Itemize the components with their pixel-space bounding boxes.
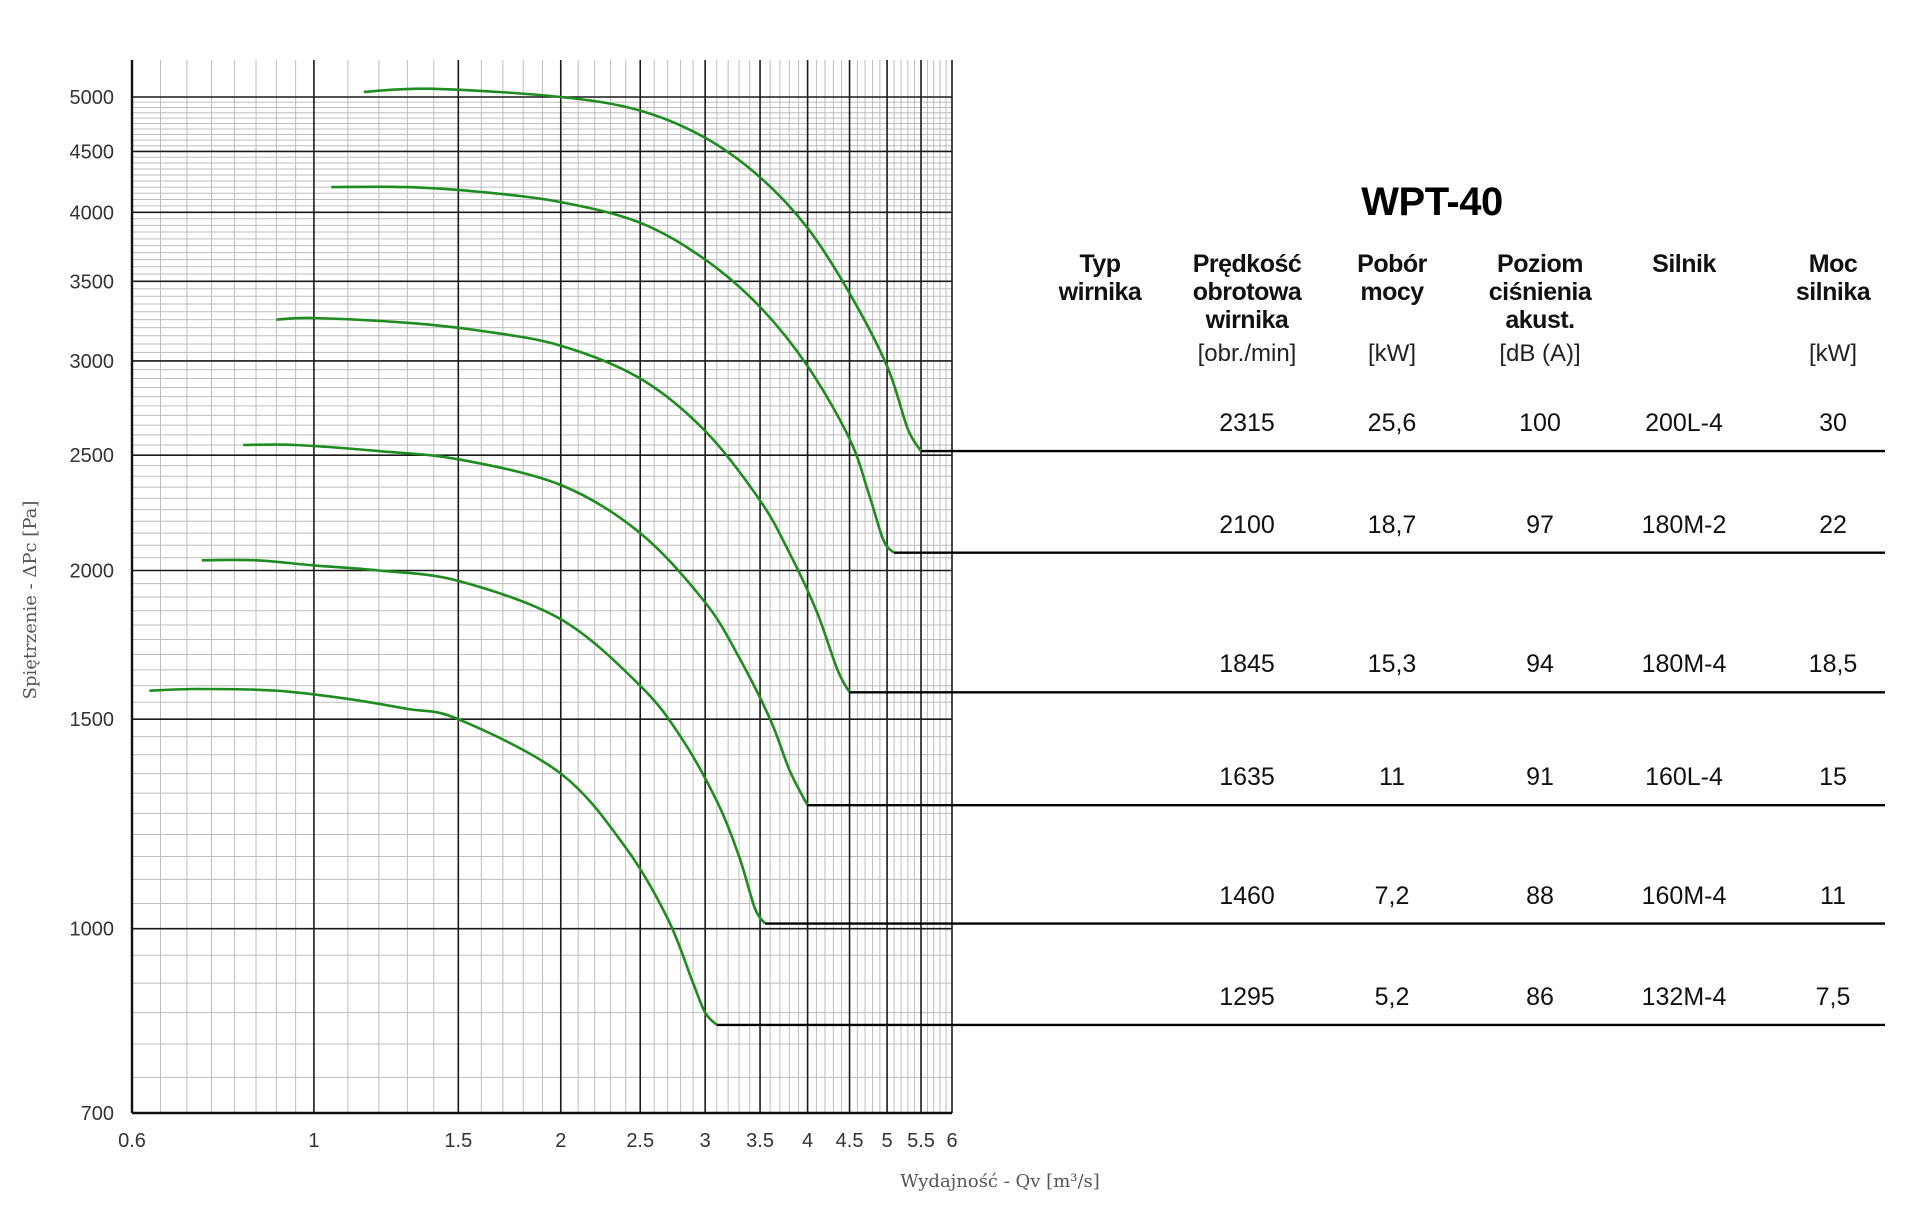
y-tick-label: 4000 <box>70 202 115 224</box>
table-cell: 200L-4 <box>1645 409 1723 438</box>
fan-curve <box>149 687 718 1026</box>
x-axis-label: Wydajność - Qv [m³/s] <box>900 1171 1100 1192</box>
table-cell: 15,3 <box>1367 650 1417 679</box>
x-tick-label: 5.5 <box>907 1130 935 1152</box>
y-tick-label: 1000 <box>70 919 115 941</box>
table-header: Pobór mocy <box>1357 250 1427 306</box>
table-cell: 94 <box>1526 650 1554 679</box>
x-tick-label: 1.5 <box>444 1130 472 1152</box>
table-cell: 18,7 <box>1367 510 1417 539</box>
table-header: Silnik <box>1652 250 1716 278</box>
y-tick-label: 4500 <box>70 141 115 163</box>
table-cell: 160L-4 <box>1645 763 1723 792</box>
x-tick-label: 0.6 <box>118 1130 146 1152</box>
table-cell: 1295 <box>1219 982 1275 1011</box>
row-connectors <box>716 449 1885 1027</box>
table-cell: 15 <box>1819 763 1847 792</box>
y-tick-label: 5000 <box>70 87 115 109</box>
table-cell: 1635 <box>1219 763 1275 792</box>
fan-curve <box>201 558 767 925</box>
table-cell: 132M-4 <box>1641 982 1727 1011</box>
fan-curve <box>363 87 923 452</box>
table-cell: 5,2 <box>1374 982 1410 1011</box>
y-tick-label: 700 <box>81 1103 114 1125</box>
table-cell: 25,6 <box>1367 409 1417 438</box>
table-cell: 1460 <box>1219 881 1275 910</box>
table-cell: 7,2 <box>1374 881 1410 910</box>
table-cell: 7,5 <box>1815 982 1851 1011</box>
tick-labels: 0.6 1 1.5 2 2.5 3 3.5 4 4.5 5 5.5 6 700 1000 1500 2000 2… <box>70 87 958 1152</box>
table-unit: [kW] <box>1809 340 1857 367</box>
table-cell: 88 <box>1526 881 1554 910</box>
axes <box>130 60 952 1115</box>
table-cell: 11 <box>1820 881 1846 910</box>
x-tick-label: 1 <box>308 1130 319 1152</box>
y-tick-label: 3000 <box>70 351 115 373</box>
table-cell: 2100 <box>1219 510 1275 539</box>
table-cell: 180M-2 <box>1641 510 1727 539</box>
x-tick-label: 5 <box>882 1130 893 1152</box>
table-cell: 180M-4 <box>1641 650 1727 679</box>
x-tick-label: 3.5 <box>746 1130 774 1152</box>
table-cell: 91 <box>1526 763 1554 792</box>
table-unit: [dB (A)] <box>1499 340 1581 367</box>
table-cell: 11 <box>1379 763 1405 792</box>
y-tick-label: 2000 <box>70 560 115 582</box>
table-header: Prędkość obrotowa wirnika <box>1192 250 1302 334</box>
y-tick-label: 3500 <box>70 271 115 293</box>
table-cell: 2315 <box>1219 409 1275 438</box>
x-tick-label: 4 <box>802 1130 813 1152</box>
table-unit: [obr./min] <box>1197 340 1297 367</box>
grid <box>131 60 953 1114</box>
x-tick-label: 3 <box>700 1130 711 1152</box>
table-cell: 30 <box>1819 409 1847 438</box>
y-axis-label: Spiętrzenie - ΔPc [Pa] <box>20 501 41 700</box>
x-tick-label: 2 <box>555 1130 566 1152</box>
table-cell: 160M-4 <box>1641 881 1727 910</box>
fan-curve <box>331 185 896 554</box>
table-cell: 100 <box>1519 409 1561 438</box>
y-tick-label: 2500 <box>70 445 115 467</box>
y-tick-label: 1500 <box>70 709 115 731</box>
fan-curve <box>276 316 851 693</box>
fan-curve <box>243 443 809 806</box>
table-unit: [kW] <box>1368 340 1416 367</box>
chart-title: WPT-40 <box>1361 180 1503 224</box>
table-cell: 97 <box>1526 510 1554 539</box>
x-tick-label: 2.5 <box>626 1130 654 1152</box>
table-header: Poziom ciśnienia akust. <box>1488 250 1592 334</box>
table-header: Moc silnika <box>1795 250 1871 306</box>
table-cell: 22 <box>1819 510 1847 539</box>
x-tick-label: 6 <box>946 1130 957 1152</box>
table-header: Typ wirnika <box>1058 250 1142 306</box>
table-cell: 18,5 <box>1808 650 1858 679</box>
curves <box>149 87 923 1026</box>
table-cell: 1845 <box>1219 650 1275 679</box>
table-cell: 86 <box>1526 982 1554 1011</box>
x-tick-label: 4.5 <box>836 1130 864 1152</box>
